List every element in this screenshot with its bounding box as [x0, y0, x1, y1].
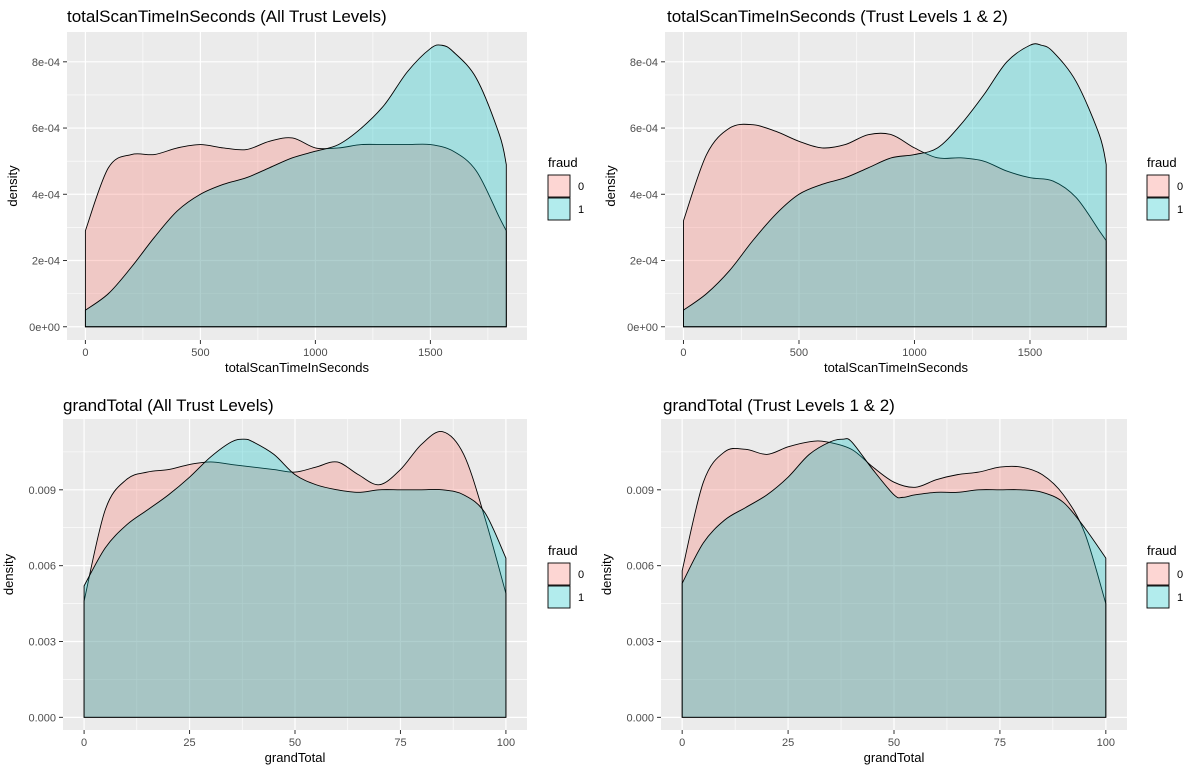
x-tick-label: 100 [1097, 737, 1115, 749]
legend-key-fraud-0 [547, 174, 571, 198]
y-tick-label: 4e-04 [630, 189, 658, 201]
y-tick-label: 2e-04 [32, 256, 60, 268]
chart-title: grandTotal (Trust Levels 1 & 2) [663, 396, 895, 415]
chart-panel-1: 0 500 1000 1500 0e+00 2e-04 4e-04 6e-04 8e-04 tot… [5, 7, 584, 375]
legend-label-fraud-1: 1 [578, 592, 584, 604]
legend-key-fraud-0 [1146, 174, 1170, 198]
density-area-fraud-0 [681, 440, 1107, 718]
legend-label-fraud-0: 0 [1177, 569, 1183, 581]
y-tick-label: 4e-04 [32, 189, 60, 201]
density-area-fraud-1 [83, 438, 507, 718]
legend-title: fraud [1147, 155, 1177, 170]
legend-label-fraud-0: 0 [578, 569, 584, 581]
chart-title: totalScanTimeInSeconds (All Trust Levels… [67, 7, 387, 26]
legend-title: fraud [1147, 543, 1177, 558]
y-tick-label: 0.009 [626, 485, 654, 497]
density-area-fraud-1 [84, 44, 507, 328]
y-tick-label: 0.009 [28, 485, 56, 497]
legend-label-fraud-1: 1 [578, 204, 584, 216]
x-tick-label: 500 [790, 347, 808, 359]
y-axis-label: density [5, 165, 20, 207]
y-tick-label: 0.000 [626, 712, 654, 724]
plot-panel-background [67, 32, 527, 340]
x-tick-label: 75 [994, 737, 1006, 749]
density-area-fraud-1 [683, 43, 1107, 328]
y-axis-label: density [1, 553, 16, 595]
y-tick-label: 0.003 [28, 637, 56, 649]
legend-label-fraud-0: 0 [1177, 181, 1183, 193]
density-area-fraud-0 [84, 137, 507, 328]
chart-panel-2: 0 500 1000 1500 0e+00 2e-04 4e-04 6e-04 8e-04 tot… [603, 7, 1183, 375]
legend-key-fraud-1 [1146, 585, 1170, 609]
legend-title: fraud [548, 543, 578, 558]
x-tick-label: 25 [183, 737, 195, 749]
chart-title: grandTotal (All Trust Levels) [63, 396, 274, 415]
legend-key-fraud-1 [547, 197, 571, 221]
y-tick-label: 0.006 [626, 561, 654, 573]
x-tick-label: 1000 [303, 347, 327, 359]
chart-panel-4: 0 25 50 75 100 0.000 0.003 0.006 0.009 grandTotal… [599, 396, 1183, 765]
y-tick-label: 0.000 [28, 712, 56, 724]
plot-panel-background [665, 32, 1127, 340]
x-tick-label: 0 [679, 737, 685, 749]
legend-title: fraud [548, 155, 578, 170]
legend-key-fraud-1 [547, 585, 571, 609]
legend-label-fraud-1: 1 [1177, 204, 1183, 216]
x-tick-label: 0 [81, 737, 87, 749]
x-tick-label: 1500 [418, 347, 442, 359]
legend-key-fraud-0 [547, 562, 571, 586]
y-tick-label: 0.003 [626, 637, 654, 649]
y-tick-label: 8e-04 [32, 57, 60, 69]
y-axis-label: density [603, 165, 618, 207]
x-tick-label: 25 [782, 737, 794, 749]
x-tick-label: 75 [394, 737, 406, 749]
y-tick-label: 2e-04 [630, 256, 658, 268]
density-area-fraud-0 [683, 123, 1107, 328]
y-tick-label: 0e+00 [29, 322, 60, 334]
density-area-fraud-1 [681, 438, 1107, 718]
x-axis-label: totalScanTimeInSeconds [824, 360, 969, 375]
y-tick-label: 8e-04 [630, 57, 658, 69]
legend-label-fraud-0: 0 [578, 181, 584, 193]
x-tick-label: 1500 [1018, 347, 1042, 359]
y-tick-label: 6e-04 [630, 123, 658, 135]
x-tick-label: 1000 [902, 347, 926, 359]
x-tick-label: 500 [191, 347, 209, 359]
x-tick-label: 0 [82, 347, 88, 359]
x-axis-label: grandTotal [265, 750, 326, 765]
y-tick-label: 0.006 [28, 561, 56, 573]
x-tick-label: 0 [680, 347, 686, 359]
chart-title: totalScanTimeInSeconds (Trust Levels 1 &… [667, 7, 1008, 26]
legend-label-fraud-1: 1 [1177, 592, 1183, 604]
x-axis-label: totalScanTimeInSeconds [225, 360, 370, 375]
x-tick-label: 50 [289, 737, 301, 749]
density-area-fraud-0 [83, 430, 507, 718]
y-axis-label: density [599, 553, 614, 595]
y-tick-label: 6e-04 [32, 123, 60, 135]
legend-key-fraud-0 [1146, 562, 1170, 586]
x-tick-label: 50 [888, 737, 900, 749]
legend-key-fraud-1 [1146, 197, 1170, 221]
chart-panel-3: 0 25 50 75 100 0.000 0.003 0.006 0.009 grandTotal… [1, 396, 584, 765]
y-tick-label: 0e+00 [627, 322, 658, 334]
x-axis-label: grandTotal [864, 750, 925, 765]
x-tick-label: 100 [497, 737, 515, 749]
